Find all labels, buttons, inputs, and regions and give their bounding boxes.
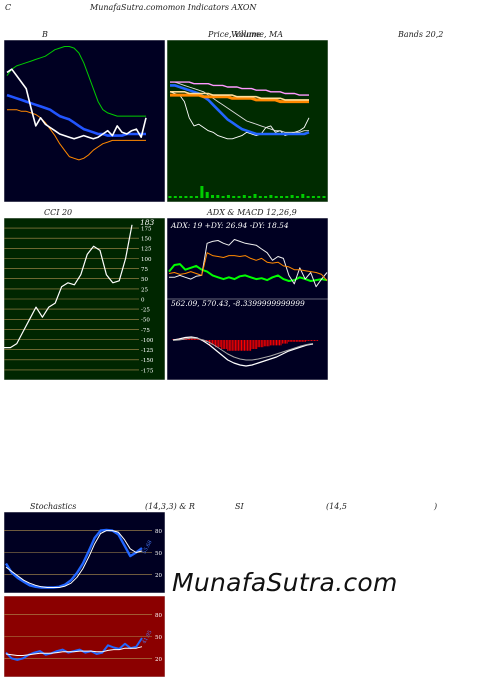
price-ma-price-line [169,91,310,140]
price-ma-ma50-line [170,90,309,101]
bands-label: Bands 20,2 [398,30,444,39]
volume-bar [195,196,199,198]
rsi-close-label: ) [434,502,438,511]
price-ma-ma5-line [170,84,310,136]
stoch-label: Stochastics [30,502,77,511]
volume-bar [221,196,225,198]
osc-tick-label: 50 [155,635,162,641]
cci-tick-label: -75 [141,328,150,334]
cci-tick-label: -25 [141,308,150,314]
volume-bar [184,196,188,198]
volume-bar [306,196,310,198]
cci-chart: 175 150 125 100 75 50 25 0 -25 -50 -75 -100 -125 -150… [4,218,165,380]
volume-bar [211,195,214,198]
volume-bar [274,196,278,198]
volume-bar [168,196,172,198]
cci-line [4,224,133,349]
c-label: C [5,3,12,12]
osc-tick-label: 20 [155,657,162,663]
volume-bar [290,195,294,198]
price-ma-chart [167,40,328,202]
osc-tick-label: 20 [155,573,162,579]
cci-tick-label: -125 [141,348,154,354]
adx-macd-label: ADX & MACD 12,26,9 [207,208,297,217]
adx-minus_di-line [168,252,328,281]
page-title: MunafaSutra.comomon Indicators AXON [90,3,256,12]
bollinger-price-line [6,68,147,140]
cci-tick-label: 0 [141,297,145,303]
cci-tick-label: 100 [141,257,152,263]
volume-bar [295,196,299,198]
volume-bar [179,196,183,198]
volume-bar [311,196,315,198]
volume-bar [173,196,177,198]
osc-k-line [4,528,143,589]
macd-title: 562.09, 570.43, -8.3399999999999 [171,299,305,308]
volume-bar [242,195,246,198]
cci-tick-label: 75 [141,267,148,273]
cci-tick-label: 25 [141,287,148,293]
bollinger-upper-line [6,46,146,117]
price-ma-ma10-line [170,81,309,133]
rsi-label: SI [235,502,244,511]
volume-overlay-label: Volume [231,30,261,39]
bollinger-lower-line [7,109,146,161]
price-ma-ma20-line [170,93,309,104]
cci-tick-label: 125 [141,247,152,253]
volume-bar [216,195,220,198]
osc-d-line [5,530,143,588]
cci-tick-label: 150 [141,237,152,243]
volume-bar [258,196,262,198]
cci-tick-label: -100 [141,338,154,344]
volume-bar [189,196,193,198]
volume-bar [200,186,204,198]
osc-tick-label: 80 [155,613,162,619]
title-suffix: omon Indicators AXON [162,3,257,12]
bollinger-chart [4,40,165,202]
stoch-params-label: (14,3,3) & R [145,502,195,511]
volume-bar [205,192,209,198]
volume-bar [237,196,241,198]
cci-tick-label: 175 [141,227,152,233]
volume-bar [322,196,326,198]
volume-bar [232,196,236,198]
cci-tick-label: 50 [141,277,148,283]
cci-tick-label: -150 [141,358,154,364]
volume-bar [269,195,273,198]
volume-bar [248,196,252,198]
volume-bar [280,196,283,198]
volume-bar [317,196,321,198]
osc-mrsi-line [5,646,143,656]
cci-label: CCI 20 [44,208,73,217]
volume-bar [301,194,305,198]
volume-bar [226,195,230,198]
volume-bar [264,196,268,198]
adx-title: ADX: 19 +DY: 26.94 -DY: 18.54 [170,221,289,230]
cci-last-value: 183 [140,218,155,227]
osc-tick-label: 50 [155,551,162,557]
volume-bar [253,194,257,198]
macd-macd-line [172,336,314,367]
adx-macd-chart: ADX: 19 +DY: 26.94 -DY: 18.54 562.09, 57… [167,218,328,380]
cci-tick-label: -175 [141,368,154,374]
macd-signal-line [172,337,314,361]
bollinger-label: B [42,30,48,39]
site-name: MunafaSutra.com [90,3,163,12]
osc-tick-label: 80 [155,529,162,535]
adx-adx-line [168,263,328,282]
price-ma-label: Price, Volume, MA [208,30,284,39]
volume-bar [285,196,289,198]
cci-tick-label: -50 [141,318,150,324]
rsi-params-label: (14,5 [326,502,347,511]
bollinger-bg [4,40,165,202]
price-ma-ma100-line [170,81,309,96]
watermark: MunafaSutra.com [172,568,398,597]
